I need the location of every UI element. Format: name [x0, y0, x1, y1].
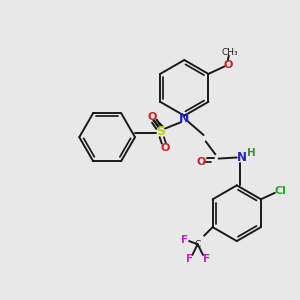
Text: O: O [160, 143, 170, 153]
Text: F: F [203, 254, 210, 264]
Text: Cl: Cl [274, 186, 286, 196]
Text: CH₃: CH₃ [221, 48, 238, 57]
Text: S: S [156, 125, 165, 138]
Text: H: H [248, 148, 256, 158]
Text: F: F [185, 254, 193, 264]
Text: N: N [179, 112, 190, 125]
Text: F: F [181, 235, 188, 245]
Text: O: O [197, 157, 206, 167]
Text: C: C [194, 240, 201, 249]
Text: O: O [148, 112, 157, 122]
Text: N: N [237, 151, 247, 164]
Text: O: O [223, 60, 232, 70]
